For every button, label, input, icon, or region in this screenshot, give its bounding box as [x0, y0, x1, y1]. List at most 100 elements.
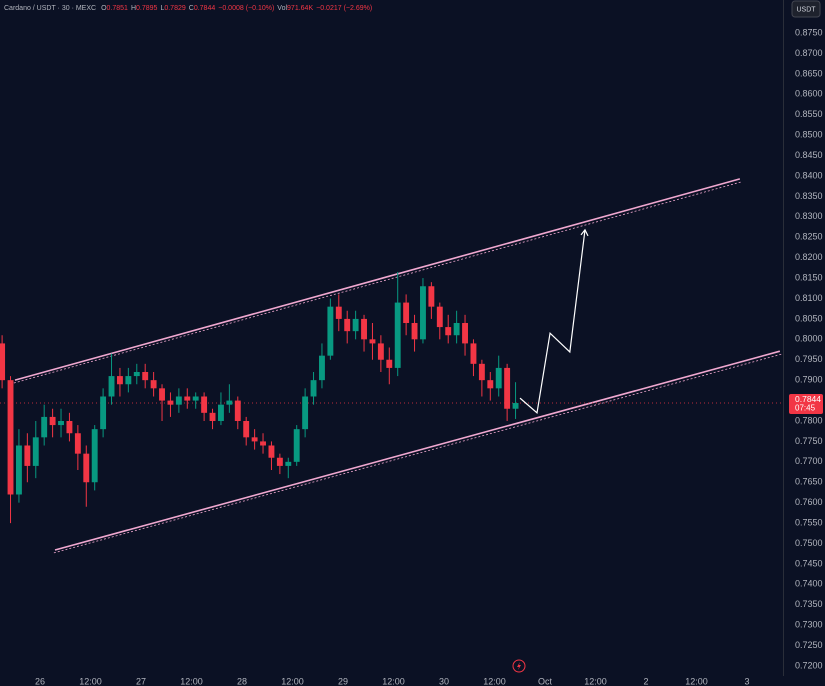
candle-body [436, 306, 443, 328]
y-tick-label: 0.8050 [795, 313, 823, 323]
candle-body [125, 376, 132, 385]
candle-body [369, 339, 376, 344]
y-tick-label: 0.8000 [795, 334, 823, 344]
currency-button[interactable] [791, 0, 821, 18]
ohlc-value: 0.7895 [136, 5, 158, 12]
projection-arrowhead [580, 228, 589, 237]
candle-body [192, 396, 199, 401]
change: −0.0008 (−0.10%) [218, 5, 274, 12]
projection-path [519, 229, 586, 414]
candle-body [478, 363, 485, 381]
y-tick-label: 0.7300 [795, 620, 823, 630]
x-tick-label: 12:00 [685, 676, 708, 686]
y-tick-label: 0.7450 [795, 558, 823, 568]
currency-label: USDT [796, 6, 816, 13]
candle-body [420, 286, 426, 340]
y-tick-label: 0.7800 [795, 415, 823, 425]
lightning-icon[interactable] [512, 659, 526, 673]
candle-body [470, 343, 477, 364]
y-tick-label: 0.8650 [795, 68, 823, 78]
volume-key: Vol [277, 5, 287, 12]
ohlc-key: O [101, 5, 107, 12]
channel-line [13, 181, 743, 384]
x-tick-label: 28 [237, 676, 247, 686]
y-tick-label: 0.8350 [795, 191, 823, 201]
y-tick-label: 0.7350 [795, 599, 823, 609]
y-tick-label: 0.8500 [795, 130, 823, 140]
candle-body [133, 371, 140, 377]
x-tick-label: 29 [338, 676, 348, 686]
candle-body [234, 400, 241, 421]
channel-line [14, 178, 741, 381]
candle-body [209, 412, 216, 421]
candle-body [58, 420, 64, 426]
candle-body [175, 396, 182, 405]
channel-line [53, 353, 783, 554]
x-tick-label: 27 [136, 676, 146, 686]
candle-body [260, 441, 266, 446]
header: Cardano / USDT · 30 · MEXC O0.7851 H0.7895… [4, 5, 372, 12]
ohlc-value: 0.7829 [164, 5, 186, 12]
y-tick-label: 0.8100 [795, 293, 823, 303]
candle-body [32, 437, 39, 466]
candle-body [108, 376, 115, 397]
x-tick-label: 12:00 [79, 676, 102, 686]
candle-body [49, 416, 56, 426]
candle-body [167, 400, 174, 405]
x-tick-label: 26 [35, 676, 45, 686]
candle-body [226, 400, 233, 405]
x-tick-label: 12:00 [483, 676, 506, 686]
x-tick-label: 12:00 [584, 676, 607, 686]
candle-body [428, 286, 435, 307]
candle-body [0, 343, 6, 381]
y-tick-label: 0.7500 [795, 538, 823, 548]
candle-body [142, 371, 149, 381]
ohlc-value: 0.7844 [194, 5, 216, 12]
x-tick-label: Oct [538, 676, 553, 686]
y-tick-label: 0.8550 [795, 109, 823, 119]
ohlc-key: C [189, 5, 194, 12]
symbol: Cardano / USDT · 30 · MEXC [4, 5, 96, 12]
candle-body [319, 355, 325, 381]
candle-body [445, 327, 452, 336]
y-tick-label: 0.7600 [795, 497, 823, 507]
candle-body [159, 388, 165, 401]
y-tick-label: 0.8750 [795, 27, 823, 37]
y-tick-label: 0.7750 [795, 436, 823, 446]
candle-body [310, 380, 317, 397]
candle-body [293, 429, 300, 462]
candle-body [91, 429, 98, 483]
x-tick-label: 3 [745, 676, 750, 686]
candle-body [268, 445, 275, 458]
candle-body [487, 380, 494, 389]
x-tick-label: 12:00 [180, 676, 203, 686]
candle-body [116, 376, 123, 385]
candle-body [150, 380, 157, 389]
candle-body [394, 302, 401, 368]
candle-body [15, 445, 22, 495]
candle-body [7, 380, 14, 495]
candle-body [495, 367, 502, 389]
candle-body [361, 318, 367, 340]
y-tick-label: 0.7700 [795, 456, 823, 466]
candle-body [184, 396, 191, 401]
y-tick-label: 0.8150 [795, 272, 823, 282]
candle-body [41, 416, 48, 438]
y-tick-label: 0.8300 [795, 211, 823, 221]
x-tick-label: 30 [439, 676, 449, 686]
candle-body [462, 322, 468, 344]
candle-body [285, 461, 292, 466]
candle-body [302, 396, 309, 430]
candle-body [218, 404, 224, 421]
y-tick-label: 0.7400 [795, 579, 823, 589]
volume: 971.64K [287, 5, 313, 12]
day-change: −0.0217 (−2.69%) [316, 5, 372, 12]
candle-body [504, 367, 511, 409]
x-tick-label: 12:00 [281, 676, 304, 686]
candle-body [24, 445, 31, 466]
candle-body [276, 457, 283, 466]
y-tick-label: 0.7250 [795, 640, 823, 650]
candle-body [411, 322, 418, 340]
